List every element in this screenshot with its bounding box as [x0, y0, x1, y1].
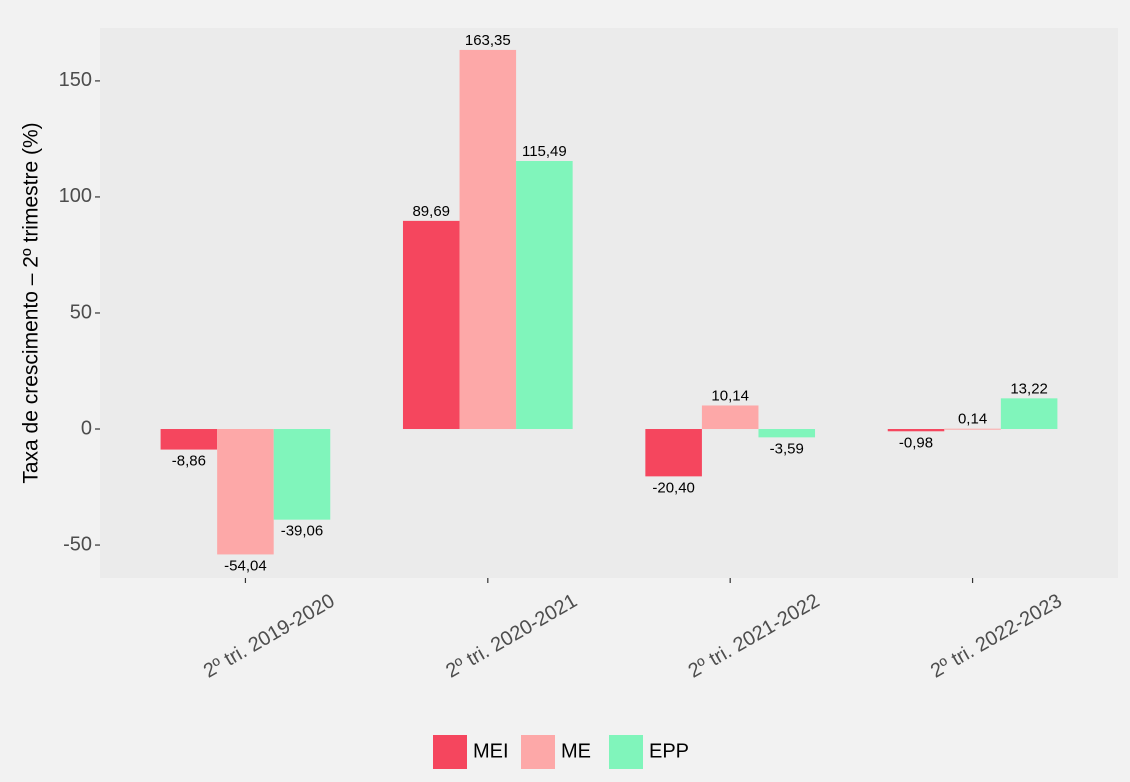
legend-swatch — [433, 735, 467, 769]
data-label: -54,04 — [224, 557, 267, 574]
y-tick-label: 0 — [81, 417, 92, 439]
data-label: 89,69 — [412, 203, 450, 220]
bar — [1000, 398, 1058, 430]
bar — [944, 428, 1001, 430]
bar — [516, 160, 573, 430]
data-label: 163,35 — [465, 32, 511, 49]
y-axis-title: Taxa de crescimento – 2º trimestre (%) — [20, 122, 43, 483]
data-label: 10,14 — [711, 387, 749, 404]
bar — [887, 429, 945, 432]
legend-label: EPP — [649, 740, 689, 762]
legend-label: ME — [561, 740, 591, 762]
y-tick-label: 50 — [70, 301, 92, 323]
y-tick-label: 100 — [59, 185, 92, 207]
bar — [160, 429, 218, 450]
bar — [217, 429, 274, 555]
bar — [459, 49, 517, 430]
data-label: -8,86 — [172, 453, 206, 470]
data-label: 13,22 — [1010, 380, 1048, 397]
bar — [701, 405, 759, 430]
legend-swatch — [521, 735, 555, 769]
data-label: -0,98 — [899, 434, 933, 451]
bar — [273, 429, 331, 520]
y-tick-label: -50 — [63, 533, 92, 555]
legend-label: MEI — [473, 740, 509, 762]
data-label: -39,06 — [281, 523, 324, 540]
bar — [645, 429, 702, 477]
legend-swatch — [609, 735, 643, 769]
data-label: -20,40 — [652, 479, 695, 496]
bar — [758, 429, 816, 438]
data-label: 115,49 — [522, 143, 567, 160]
y-tick-label: 150 — [59, 69, 92, 91]
bar — [402, 220, 460, 430]
data-label: -3,59 — [770, 440, 804, 457]
data-label: 0,14 — [958, 411, 987, 428]
